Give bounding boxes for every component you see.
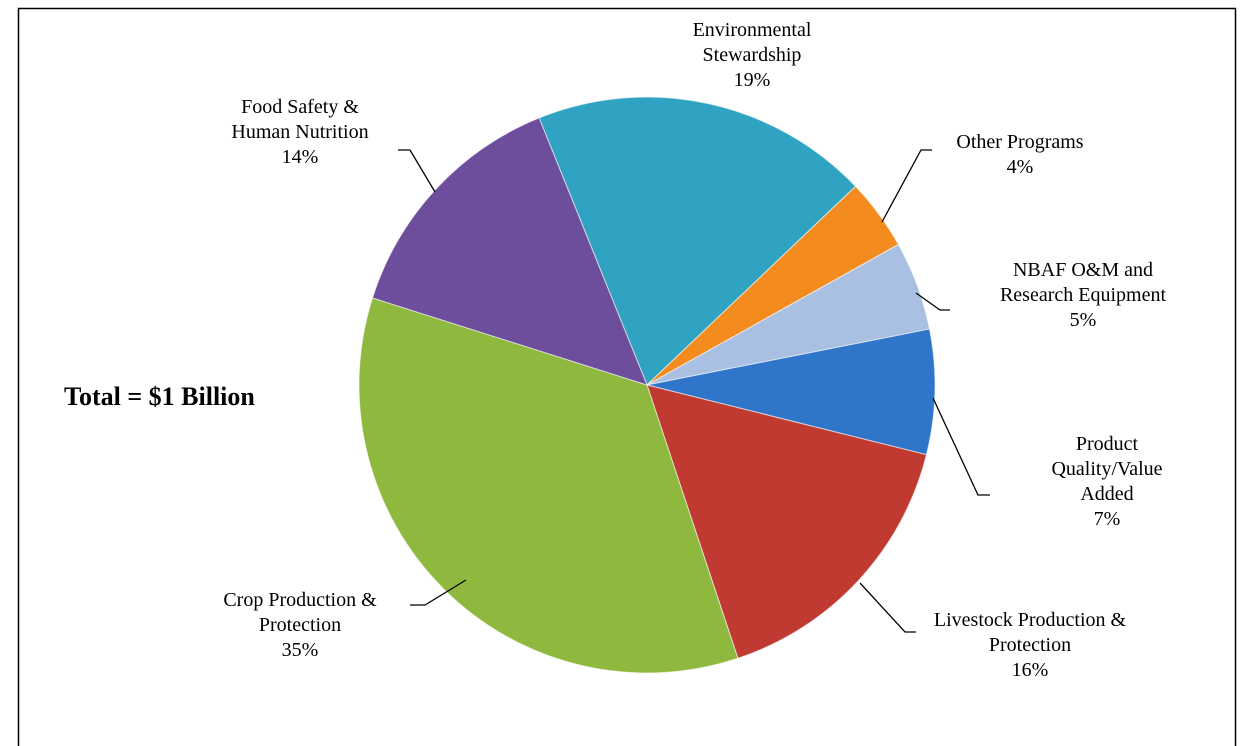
category-label: Other Programs bbox=[956, 131, 1084, 153]
slice-label: NBAF O&M and Research Equipment 5% bbox=[978, 258, 1188, 333]
value-label: 7% bbox=[1093, 508, 1121, 530]
category-label: Crop Production & Protection bbox=[223, 589, 377, 636]
slice-label: Food Safety & Human Nutrition 14% bbox=[218, 95, 383, 170]
pie-slice bbox=[358, 297, 739, 674]
value-label: 5% bbox=[1069, 309, 1097, 331]
value-label: 4% bbox=[1006, 156, 1034, 178]
category-label: Product Quality/Value Added bbox=[1051, 433, 1163, 505]
category-label: Environmental Stewardship bbox=[692, 19, 812, 66]
slice-label: Crop Production & Protection 35% bbox=[205, 588, 395, 663]
category-label: Food Safety & Human Nutrition bbox=[231, 96, 369, 143]
slice-label: Other Programs 4% bbox=[935, 130, 1105, 180]
pie-slice bbox=[646, 328, 936, 456]
slice-label: Product Quality/Value Added 7% bbox=[1042, 432, 1172, 532]
category-label: NBAF O&M and Research Equipment bbox=[999, 259, 1167, 306]
value-label: 16% bbox=[1011, 659, 1049, 681]
leader-line bbox=[881, 149, 932, 223]
pie-slice bbox=[646, 384, 928, 659]
leader-lines bbox=[398, 149, 990, 633]
leader-line bbox=[915, 292, 950, 311]
leader-line bbox=[932, 397, 990, 496]
value-label: 35% bbox=[281, 639, 319, 661]
pie-slice bbox=[371, 117, 648, 386]
slice-label: Livestock Production & Protection 16% bbox=[923, 608, 1138, 683]
value-label: 14% bbox=[281, 146, 319, 168]
leader-line bbox=[859, 582, 916, 633]
category-label: Livestock Production & Protection bbox=[933, 609, 1127, 656]
value-label: 19% bbox=[733, 69, 771, 91]
annotation: Total = $1 Billion bbox=[64, 382, 255, 411]
leader-line bbox=[410, 579, 467, 606]
slice-label: Environmental Stewardship 19% bbox=[662, 18, 842, 93]
leader-line bbox=[398, 149, 436, 193]
frame bbox=[17, 7, 1237, 746]
